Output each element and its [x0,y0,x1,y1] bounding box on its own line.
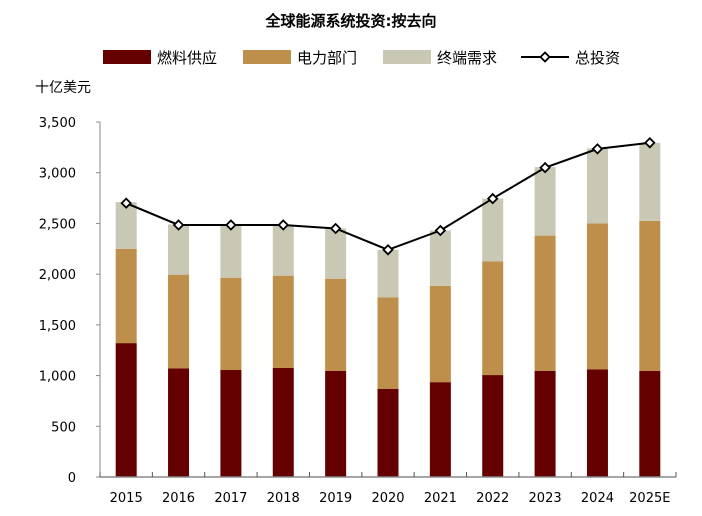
x-tick-label: 2017 [214,491,247,506]
legend-label: 总投资 [575,49,620,67]
y-axis: 0 500 1,000 1,500 2,000 2,500 3,000 3,500 [39,116,101,486]
x-tick-label: 2021 [424,491,457,506]
bar-segment [639,220,661,372]
legend-label: 终端需求 [437,49,497,67]
x-tick-label: 2020 [371,491,404,506]
legend-label: 电力部门 [297,49,357,67]
bar-segment [482,198,504,262]
bar-segment [325,228,347,279]
y-tick-label: 1,500 [39,319,76,334]
x-tick-label: 2019 [319,491,352,506]
y-tick-label: 3,000 [39,167,76,182]
line-point [644,137,656,149]
y-tick-label: 500 [51,420,76,435]
bar-segment [534,167,556,236]
x-tick-label: 2023 [529,491,562,506]
bar-segment [272,224,294,276]
y-tick-label: 2,000 [39,268,76,283]
bar-segment [586,148,608,224]
bar-segment [377,297,399,389]
bar-segment [168,274,190,369]
total-line [120,137,656,256]
legend: 燃料供应 电力部门 终端需求 总投资 [103,49,620,67]
bar-segment [429,285,451,383]
line-point [172,219,185,231]
bar-segment [482,375,504,477]
x-tick-label: 2016 [162,491,195,506]
line-point [120,197,132,209]
bar-segment [220,369,242,477]
legend-swatch [103,50,151,64]
bar-segment [377,388,399,477]
line-point [591,143,604,155]
total-investment-line [125,141,650,251]
line-point [277,219,290,231]
x-tick-label: 2018 [267,491,300,506]
bars [115,142,661,477]
line-point [225,219,237,231]
bar-segment [482,261,504,376]
legend-label: 燃料供应 [157,49,217,67]
bar-segment [325,278,347,372]
chart-title: 全球能源系统投资:按去向 [265,12,437,30]
legend-swatch [243,50,291,64]
x-axis: 2015 2016 2017 2018 2019 2020 2021 2022 2023 2024… [99,472,677,506]
bar-segment [325,371,347,477]
y-tick-label: 0 [68,471,76,486]
bar-segment [115,202,137,249]
bar-segment [586,369,608,477]
line-point [539,161,551,174]
bar-segment [272,275,294,368]
bar-segment [272,367,294,477]
bar-segment [639,142,661,221]
x-tick-label: 2024 [581,491,614,506]
y-tick-label: 3,500 [39,116,76,131]
line-point [486,192,499,205]
bar-segment [586,223,608,370]
line-point [329,222,342,235]
bar-segment [429,382,451,477]
y-tick-label: 2,500 [39,217,76,232]
bar-segment [168,368,190,477]
legend-marker [539,51,551,63]
line-point [434,224,447,237]
x-tick-label: 2025E [629,491,670,506]
bar-segment [115,248,137,344]
bar-segment [639,371,661,477]
bar-segment [220,277,242,370]
y-tick-label: 1,000 [39,370,76,385]
y-axis-label: 十亿美元 [35,80,91,96]
bar-segment [115,343,137,477]
bar-segment [220,224,242,278]
bar-segment [534,371,556,477]
bar-segment [377,249,399,298]
bar-segment [429,230,451,286]
x-tick-label: 2015 [110,491,143,506]
x-tick-label: 2022 [476,491,509,506]
legend-swatch [383,50,431,64]
line-point [382,244,394,256]
bar-segment [534,235,556,372]
bar-segment [168,224,190,275]
